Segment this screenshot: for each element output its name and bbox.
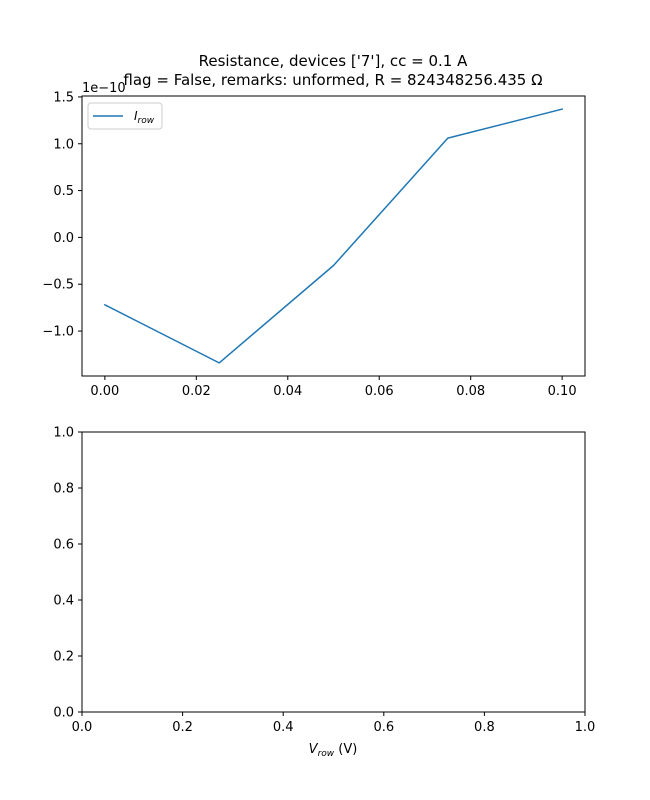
top-x-tick-label: 0.06 (365, 384, 394, 399)
legend-label-sub: row (138, 116, 155, 126)
top-y-tick-label: 1.5 (53, 90, 74, 105)
x-axis-label-sub: row (318, 749, 335, 759)
bottom-y-tick-label: 0.0 (53, 706, 74, 721)
y-offset-label: 1e−10 (82, 81, 126, 96)
top-axes-frame (81, 95, 586, 377)
top-y-tick-label: 0.0 (53, 231, 74, 246)
top-x-tick-label: 0.00 (90, 384, 119, 399)
bottom-x-tick-label: 1.0 (575, 720, 596, 735)
bottom-axes-frame (81, 431, 586, 713)
legend-entry-label: Irow (134, 109, 155, 126)
bottom-y-tick-label: 0.8 (53, 482, 74, 497)
top-y-tick-label: −0.5 (42, 278, 74, 293)
top-axes: 0.00 0.02 0.04 0.06 0.08 0.10 −1.0 −0.5 0.0 0.5 1.… (42, 81, 586, 399)
bottom-axes: 0.0 0.2 0.4 0.6 0.8 1.0 0.0 0.2 0.4 0.6 0.8 1.0 Vro… (53, 426, 595, 760)
bottom-y-tick-label: 0.6 (53, 538, 74, 553)
top-x-tick-label: 0.02 (182, 384, 211, 399)
chart-subtitle: flag = False, remarks: unformed, R = 824… (123, 71, 542, 89)
top-x-tick-label: 0.04 (273, 384, 302, 399)
bottom-x-tick-label: 0.8 (474, 720, 495, 735)
x-axis-label-unit: (V) (334, 742, 357, 757)
x-axis-label-main: V (309, 742, 319, 757)
top-series (103, 108, 564, 364)
top-y-tick-label: 0.5 (53, 184, 74, 199)
bottom-ticks: 0.0 0.2 0.4 0.6 0.8 1.0 0.0 0.2 0.4 0.6 0.8 1.0 (53, 426, 595, 736)
top-y-tick-label: −1.0 (42, 325, 74, 340)
bottom-y-tick-label: 1.0 (53, 426, 74, 441)
bottom-y-tick-label: 0.2 (53, 650, 74, 665)
x-axis-label: Vrow (V) (309, 742, 358, 759)
bottom-x-tick-label: 0.0 (72, 720, 93, 735)
bottom-x-tick-label: 0.6 (373, 720, 394, 735)
legend: Irow (87, 102, 163, 130)
bottom-x-tick-label: 0.2 (172, 720, 193, 735)
series-line-i-row (103, 108, 564, 364)
bottom-y-tick-label: 0.4 (53, 594, 74, 609)
top-y-tick-label: 1.0 (53, 137, 74, 152)
bottom-x-tick-label: 0.4 (273, 720, 294, 735)
legend-box (87, 102, 163, 130)
top-x-tick-label: 0.10 (548, 384, 577, 399)
top-x-tick-label: 0.08 (456, 384, 485, 399)
legend-label-main: I (134, 109, 138, 123)
top-ticks: 0.00 0.02 0.04 0.06 0.08 0.10 −1.0 −0.5 0.0 0.5 1.… (42, 90, 576, 399)
chart-title: Resistance, devices ['7'], cc = 0.1 A (199, 52, 468, 70)
